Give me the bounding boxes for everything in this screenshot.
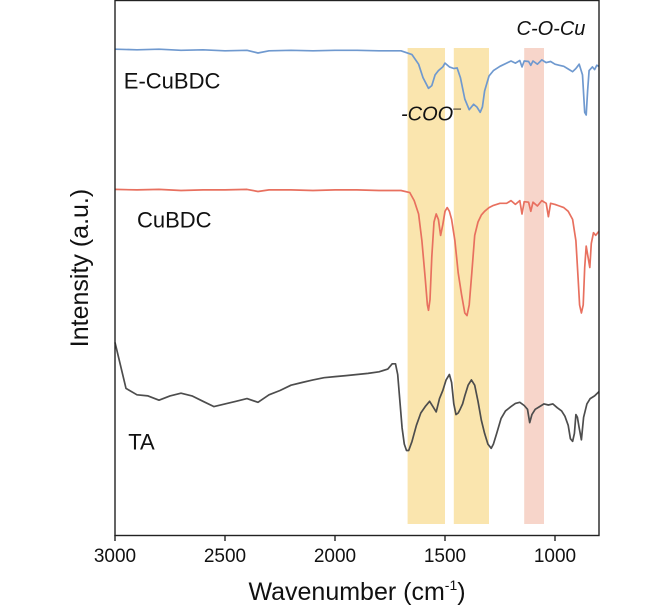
plot-series bbox=[114, 48, 600, 452]
x-axis-title-sup: -1 bbox=[445, 577, 458, 593]
highlight-band-3 bbox=[524, 48, 544, 524]
x-axis-title: Wavenumber (cm-1) bbox=[248, 577, 465, 606]
series-line-cubdc bbox=[114, 188, 600, 317]
x-axis-title-close: ) bbox=[457, 578, 465, 606]
series-label-ta: TA bbox=[128, 429, 155, 454]
x-tick-label-3000: 3000 bbox=[94, 546, 136, 567]
x-tick-label-2000: 2000 bbox=[314, 546, 356, 567]
x-axis: 3000 2500 2000 1500 1000 bbox=[94, 535, 576, 567]
series-line-e-cubdc bbox=[114, 48, 600, 116]
annotation-coo: -COO– bbox=[401, 99, 461, 125]
series-label-e-cubdc: E-CuBDC bbox=[124, 68, 221, 93]
annotation-c-o-cu: C-O-Cu bbox=[517, 18, 586, 40]
annotations: -COO– C-O-Cu bbox=[401, 18, 585, 126]
plot-frame bbox=[114, 0, 600, 537]
x-tick-label-1000: 1000 bbox=[534, 546, 576, 567]
y-axis-title: Intensity (a.u.) bbox=[66, 189, 94, 347]
x-tick-label-1500: 1500 bbox=[424, 546, 466, 567]
series-labels: E-CuBDC CuBDC TA bbox=[124, 68, 221, 454]
x-axis-title-main: Wavenumber (cm bbox=[248, 578, 444, 606]
x-tick-label-2500: 2500 bbox=[204, 546, 246, 567]
series-label-cubdc: CuBDC bbox=[137, 207, 212, 232]
series-line-ta bbox=[114, 342, 600, 452]
annotation-sup: – bbox=[452, 99, 461, 115]
